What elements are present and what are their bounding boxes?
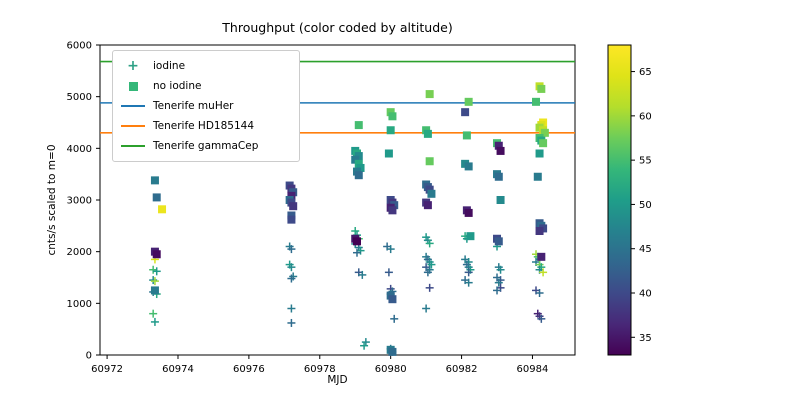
colorbar-tick-label: 35 (639, 333, 652, 344)
data-point-no-iodine (425, 90, 434, 99)
data-point-no-iodine (354, 159, 363, 168)
x-tick-label: 60982 (446, 364, 478, 375)
data-point-no-iodine (539, 139, 548, 148)
data-point-no-iodine (152, 250, 161, 259)
data-point-no-iodine (494, 237, 503, 246)
plus-marker-icon: + (127, 58, 139, 74)
chart-title: Throughput (color coded by altitude) (222, 20, 453, 35)
x-tick-label: 60978 (304, 364, 336, 375)
data-point-no-iodine (537, 252, 546, 261)
y-tick-label: 0 (86, 351, 92, 362)
data-point-no-iodine (384, 149, 393, 158)
square-marker-icon (121, 81, 145, 91)
data-point-no-iodine (287, 191, 296, 200)
data-point-no-iodine (388, 347, 397, 356)
legend-item-gammacep: Tenerife gammaCep (121, 136, 289, 156)
colorbar-tick-label: 60 (639, 111, 652, 122)
legend-label-gammacep: Tenerife gammaCep (153, 140, 259, 152)
colorbar-tick-label: 45 (639, 244, 652, 255)
data-point-no-iodine (540, 128, 549, 137)
data-point-no-iodine (354, 121, 363, 130)
data-point-no-iodine (496, 196, 505, 204)
colorbar-tick-label: 40 (639, 289, 652, 300)
legend: + iodine no iodine Tenerife muHer Teneri… (112, 50, 300, 162)
data-point-no-iodine (388, 112, 397, 121)
data-point-no-iodine (287, 211, 296, 220)
x-tick-label: 60974 (162, 364, 194, 375)
data-point-no-iodine (388, 206, 397, 215)
orange-line-icon (121, 125, 145, 127)
y-tick-label: 1000 (67, 299, 92, 310)
data-point-no-iodine (535, 227, 544, 235)
x-axis-label: MJD (327, 374, 348, 386)
legend-item-hd185144: Tenerife HD185144 (121, 116, 289, 136)
colorbar-tick-label: 55 (639, 156, 652, 167)
legend-label-iodine: iodine (153, 60, 186, 72)
data-point-no-iodine (537, 84, 546, 93)
data-point-no-iodine (425, 157, 434, 166)
x-tick-label: 60984 (517, 364, 549, 375)
data-point-no-iodine (464, 162, 473, 171)
data-point-no-iodine (158, 205, 167, 214)
colorbar-tick-label: 50 (639, 200, 652, 211)
data-point-no-iodine (150, 286, 159, 295)
blue-line-icon (121, 105, 145, 107)
legend-label-hd185144: Tenerife HD185144 (153, 120, 254, 132)
data-point-no-iodine (354, 171, 363, 180)
data-point-no-iodine (423, 129, 432, 138)
data-point-no-iodine (351, 155, 360, 164)
colorbar-tick-label: 65 (639, 67, 652, 78)
x-tick-label: 60972 (91, 364, 123, 375)
data-point-no-iodine (150, 176, 159, 185)
data-point-no-iodine (425, 185, 434, 194)
y-tick-label: 2000 (67, 247, 92, 258)
data-point-no-iodine (532, 97, 541, 106)
data-point-no-iodine (533, 172, 542, 181)
data-point-no-iodine (427, 189, 436, 198)
y-tick-label: 5000 (67, 92, 92, 103)
data-point-no-iodine (494, 141, 503, 150)
green-line-icon (121, 145, 145, 147)
colorbar (607, 44, 632, 356)
data-point-no-iodine (535, 149, 544, 158)
data-point-no-iodine (423, 201, 432, 210)
data-point-no-iodine (386, 108, 395, 117)
data-point-no-iodine (496, 146, 505, 155)
legend-item-iodine: + iodine (121, 56, 289, 76)
data-point-no-iodine (352, 237, 361, 246)
legend-item-no-iodine: no iodine (121, 76, 289, 96)
data-point-no-iodine (494, 172, 503, 181)
legend-label-no-iodine: no iodine (153, 80, 202, 92)
y-tick-label: 6000 (67, 41, 92, 52)
y-axis-label: cnts/s scaled to m=0 (46, 144, 58, 256)
legend-item-muher: Tenerife muHer (121, 96, 289, 116)
data-point-no-iodine (287, 215, 296, 224)
data-point-no-iodine (466, 232, 475, 241)
data-point-no-iodine (461, 108, 470, 117)
data-point-no-iodine (152, 193, 161, 202)
y-tick-label: 3000 (67, 196, 92, 207)
data-point-no-iodine (388, 295, 397, 304)
legend-label-muher: Tenerife muHer (153, 100, 234, 112)
data-point-no-iodine (386, 126, 395, 135)
data-point-no-iodine (462, 131, 471, 140)
x-tick-label: 60980 (375, 364, 407, 375)
data-point-no-iodine (289, 202, 298, 211)
data-point-no-iodine (464, 97, 473, 106)
data-point-no-iodine (464, 208, 473, 217)
x-tick-label: 60976 (233, 364, 265, 375)
y-tick-label: 4000 (67, 144, 92, 155)
